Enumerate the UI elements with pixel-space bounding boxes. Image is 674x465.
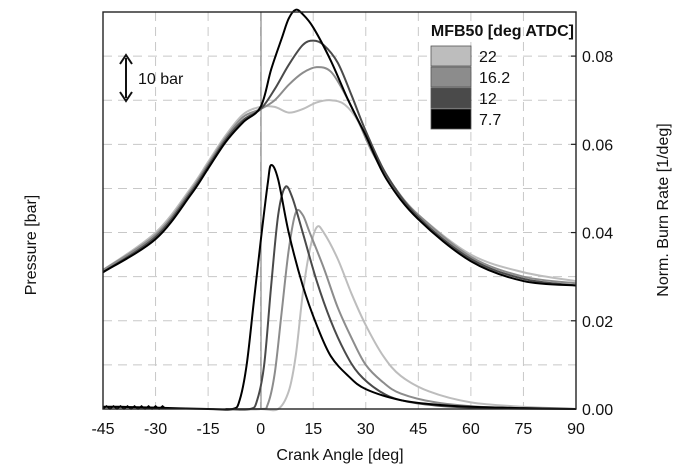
y-left-axis-title: Pressure [bar]	[23, 195, 40, 295]
x-tick-label: 30	[357, 421, 375, 438]
legend-label: 22	[479, 49, 497, 66]
pressure-line-mfb50-12	[102, 39, 577, 287]
x-axis-title: Crank Angle [deg]	[276, 447, 403, 464]
legend-swatch	[430, 45, 472, 67]
x-tick-label: -15	[197, 421, 220, 438]
legend-label: 12	[479, 91, 497, 108]
legend-swatch	[430, 108, 472, 130]
legend-swatch	[430, 66, 472, 88]
x-tick-label: 75	[515, 421, 533, 438]
legend-items: 22 16.2 12 7.7	[430, 45, 510, 130]
y-right-tick-label: 0.08	[582, 49, 613, 66]
burn-rate-line-mfb50-22	[225, 225, 577, 412]
pressure-line-mfb50-16.2	[102, 66, 577, 285]
legend-swatch	[430, 87, 472, 109]
y-right-axis-title: Norm. Burn Rate [1/deg]	[655, 123, 672, 296]
y-right-tick-label: 0.02	[582, 314, 613, 331]
x-tick-label: 15	[304, 421, 322, 438]
legend-label: 16.2	[479, 70, 510, 87]
y-right-tick-labels: 0.00 0.02 0.04 0.06 0.08	[571, 49, 613, 419]
x-tick-labels: -45 -30 -15 0 15 30 45 60 75 90	[91, 421, 585, 438]
x-tick-label: 60	[462, 421, 480, 438]
scale-arrow-down-icon	[119, 91, 133, 103]
burn-rate-line-mfb50-16.2	[225, 208, 577, 411]
x-tick-label: 45	[409, 421, 427, 438]
scale-annotation: 10 bar	[119, 53, 184, 103]
burn-rate-noise-mfb50-7.7	[102, 405, 167, 410]
scale-label: 10 bar	[138, 71, 184, 88]
legend-label: 7.7	[479, 112, 501, 129]
x-tick-label: 90	[567, 421, 585, 438]
y-right-tick-label: 0.04	[582, 226, 613, 243]
y-right-tick-label: 0.00	[582, 402, 613, 419]
pressure-line-mfb50-7.7	[102, 8, 577, 287]
x-tick-label: 0	[256, 421, 265, 438]
x-tick-label: -45	[91, 421, 114, 438]
plot-frame	[102, 11, 577, 410]
legend: MFB50 [deg ATDC] 22 16.2 12 7.7	[430, 23, 574, 130]
scale-arrow-up-icon	[119, 53, 133, 65]
legend-title: MFB50 [deg ATDC]	[431, 23, 574, 40]
y-right-tick-label: 0.06	[582, 137, 613, 154]
x-tick-label: -30	[144, 421, 167, 438]
